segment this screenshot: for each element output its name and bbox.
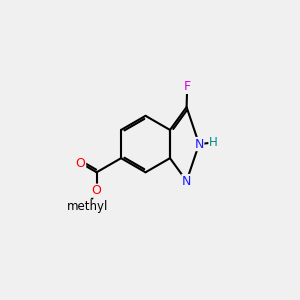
Text: methyl: methyl [67,200,108,213]
Text: N: N [194,138,204,151]
Text: N: N [182,175,191,188]
Text: O: O [92,184,102,197]
Text: O: O [76,157,85,169]
Text: F: F [184,80,191,93]
Text: H: H [209,136,218,149]
